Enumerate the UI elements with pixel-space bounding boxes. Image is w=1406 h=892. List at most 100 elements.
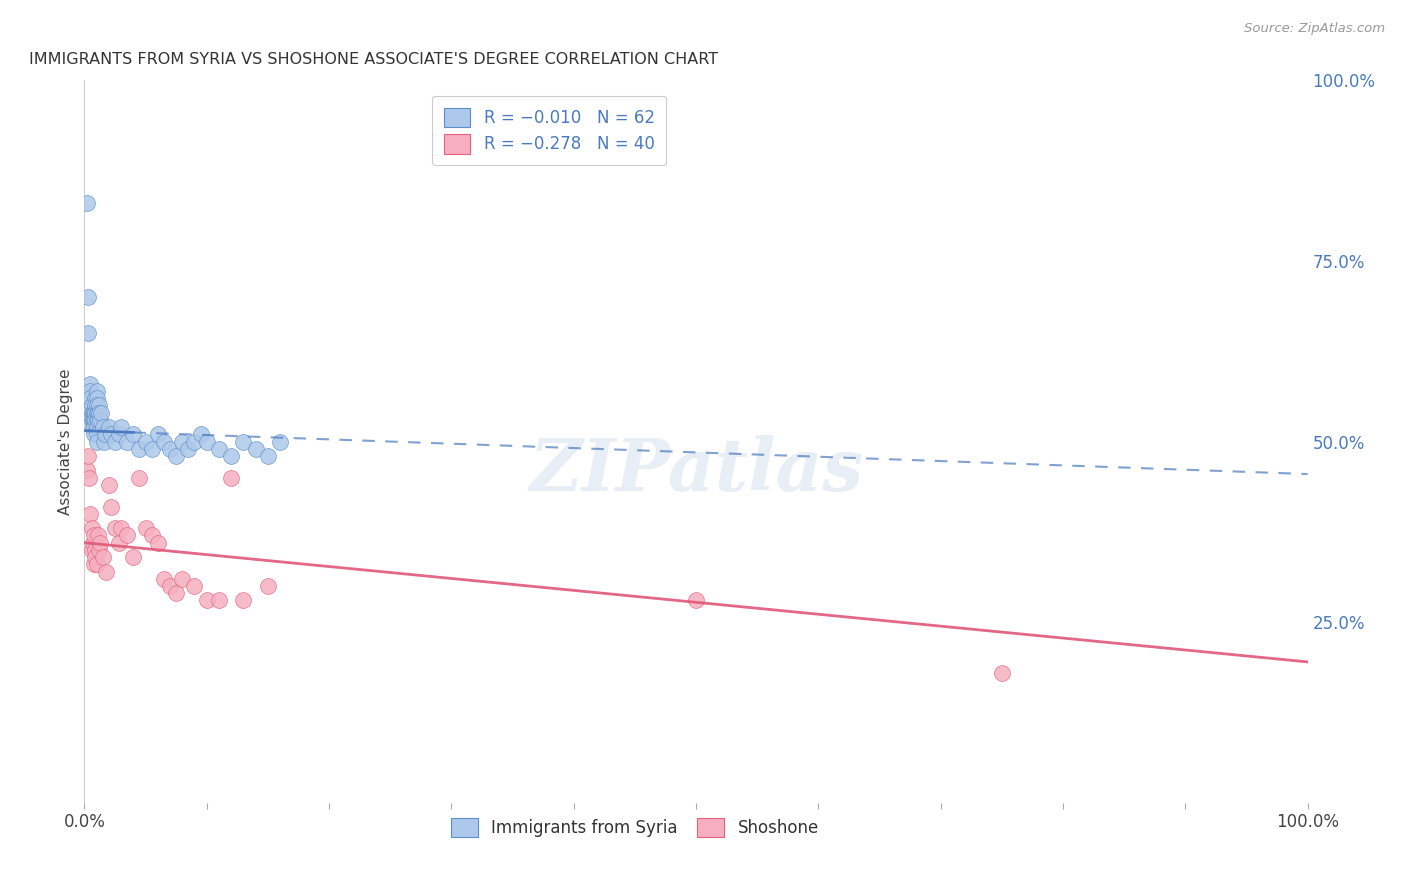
Point bbox=[77, 290, 100, 304]
Point bbox=[77, 449, 100, 463]
Point bbox=[77, 326, 100, 340]
Point bbox=[97, 420, 120, 434]
Point bbox=[104, 521, 127, 535]
Point bbox=[84, 398, 107, 412]
Point bbox=[80, 406, 103, 420]
Point bbox=[183, 434, 205, 449]
Point bbox=[107, 427, 129, 442]
Point bbox=[86, 420, 108, 434]
Point bbox=[77, 470, 100, 484]
Point bbox=[135, 434, 157, 449]
Point bbox=[991, 665, 1014, 680]
Point bbox=[257, 579, 280, 593]
Point bbox=[172, 572, 194, 586]
Point bbox=[208, 593, 231, 607]
Point bbox=[141, 442, 163, 456]
Point bbox=[84, 550, 107, 565]
Legend: Immigrants from Syria, Shoshone: Immigrants from Syria, Shoshone bbox=[439, 806, 831, 848]
Point bbox=[84, 406, 107, 420]
Point bbox=[104, 434, 127, 449]
Point bbox=[80, 413, 103, 427]
Point bbox=[86, 558, 108, 572]
Point bbox=[83, 420, 105, 434]
Point bbox=[82, 406, 104, 420]
Point bbox=[79, 391, 101, 405]
Point bbox=[128, 442, 150, 456]
Point bbox=[83, 528, 105, 542]
Point bbox=[100, 427, 122, 442]
Point bbox=[96, 565, 118, 579]
Point bbox=[86, 384, 108, 398]
Y-axis label: Associate's Degree: Associate's Degree bbox=[58, 368, 73, 515]
Point bbox=[195, 593, 218, 607]
Point bbox=[128, 470, 150, 484]
Point bbox=[115, 528, 138, 542]
Point bbox=[87, 542, 110, 557]
Point bbox=[86, 413, 108, 427]
Point bbox=[91, 550, 114, 565]
Point bbox=[172, 434, 194, 449]
Point bbox=[84, 391, 107, 405]
Point bbox=[94, 427, 117, 442]
Point bbox=[79, 507, 101, 521]
Text: IMMIGRANTS FROM SYRIA VS SHOSHONE ASSOCIATE'S DEGREE CORRELATION CHART: IMMIGRANTS FROM SYRIA VS SHOSHONE ASSOCI… bbox=[30, 52, 718, 67]
Point bbox=[82, 420, 104, 434]
Point bbox=[82, 413, 104, 427]
Point bbox=[87, 528, 110, 542]
Point bbox=[135, 521, 157, 535]
Point bbox=[107, 535, 129, 549]
Point bbox=[79, 384, 101, 398]
Point bbox=[153, 572, 176, 586]
Point bbox=[86, 406, 108, 420]
Point bbox=[80, 398, 103, 412]
Point bbox=[122, 550, 145, 565]
Point bbox=[83, 406, 105, 420]
Point bbox=[153, 434, 176, 449]
Point bbox=[177, 442, 200, 456]
Point bbox=[685, 593, 707, 607]
Point bbox=[219, 449, 242, 463]
Text: ZIPatlas: ZIPatlas bbox=[529, 435, 863, 506]
Point bbox=[90, 406, 112, 420]
Point bbox=[245, 442, 267, 456]
Point bbox=[80, 542, 103, 557]
Point bbox=[83, 427, 105, 442]
Point bbox=[195, 434, 218, 449]
Point bbox=[89, 413, 111, 427]
Point bbox=[257, 449, 280, 463]
Point bbox=[76, 463, 98, 477]
Point bbox=[80, 521, 103, 535]
Point bbox=[110, 420, 132, 434]
Point bbox=[122, 427, 145, 442]
Point bbox=[89, 535, 111, 549]
Point bbox=[83, 558, 105, 572]
Point bbox=[86, 434, 108, 449]
Point bbox=[232, 593, 254, 607]
Point bbox=[165, 586, 187, 600]
Point bbox=[219, 470, 242, 484]
Point bbox=[93, 434, 115, 449]
Point bbox=[97, 478, 120, 492]
Point bbox=[91, 420, 114, 434]
Point bbox=[86, 391, 108, 405]
Point bbox=[159, 442, 181, 456]
Point bbox=[269, 434, 291, 449]
Point bbox=[146, 427, 169, 442]
Point bbox=[159, 579, 181, 593]
Point bbox=[100, 500, 122, 514]
Point bbox=[82, 535, 104, 549]
Point bbox=[79, 376, 101, 391]
Point bbox=[110, 521, 132, 535]
Point bbox=[83, 413, 105, 427]
Point bbox=[232, 434, 254, 449]
Point bbox=[115, 434, 138, 449]
Point bbox=[141, 528, 163, 542]
Point bbox=[87, 406, 110, 420]
Text: Source: ZipAtlas.com: Source: ZipAtlas.com bbox=[1244, 22, 1385, 36]
Point bbox=[208, 442, 231, 456]
Point bbox=[190, 427, 212, 442]
Point bbox=[87, 406, 110, 420]
Point bbox=[183, 579, 205, 593]
Point bbox=[76, 196, 98, 211]
Point bbox=[84, 542, 107, 557]
